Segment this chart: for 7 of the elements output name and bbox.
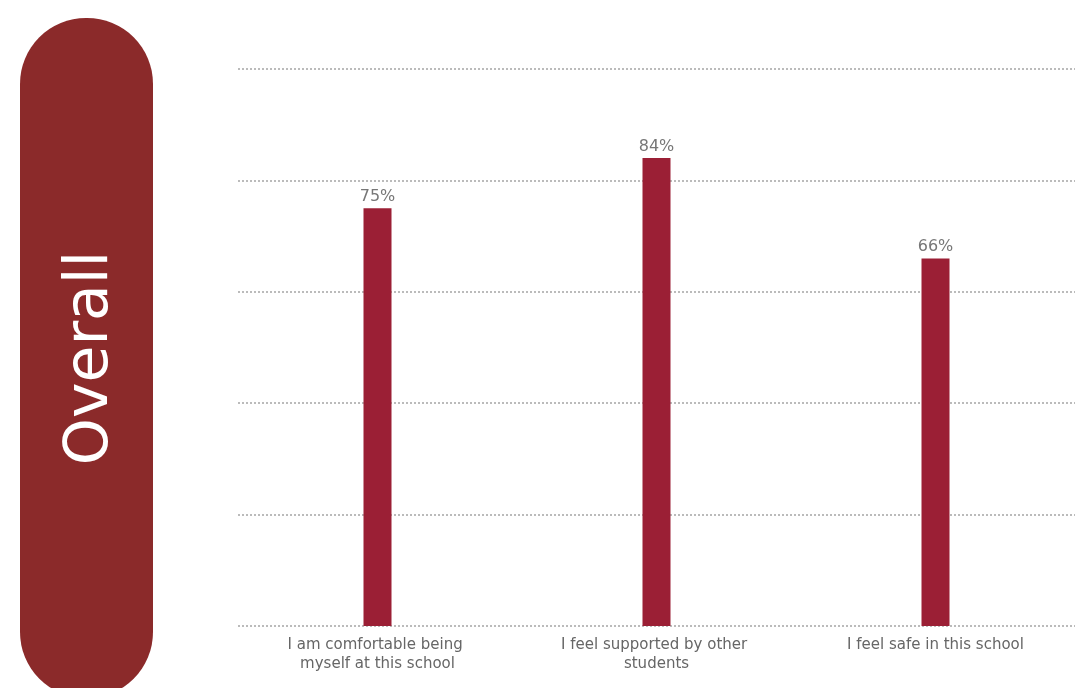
x-tick-label: I feel safe in this school: [847, 634, 1024, 653]
data-label: 75%: [359, 185, 396, 205]
x-tick-label: I am comfortable being myself at this school: [287, 634, 468, 672]
data-label: 84%: [638, 135, 675, 155]
x-tick-label: I feel supported by other students: [561, 634, 752, 672]
text: Overall: [51, 250, 121, 466]
data-label: 66%: [917, 235, 954, 255]
